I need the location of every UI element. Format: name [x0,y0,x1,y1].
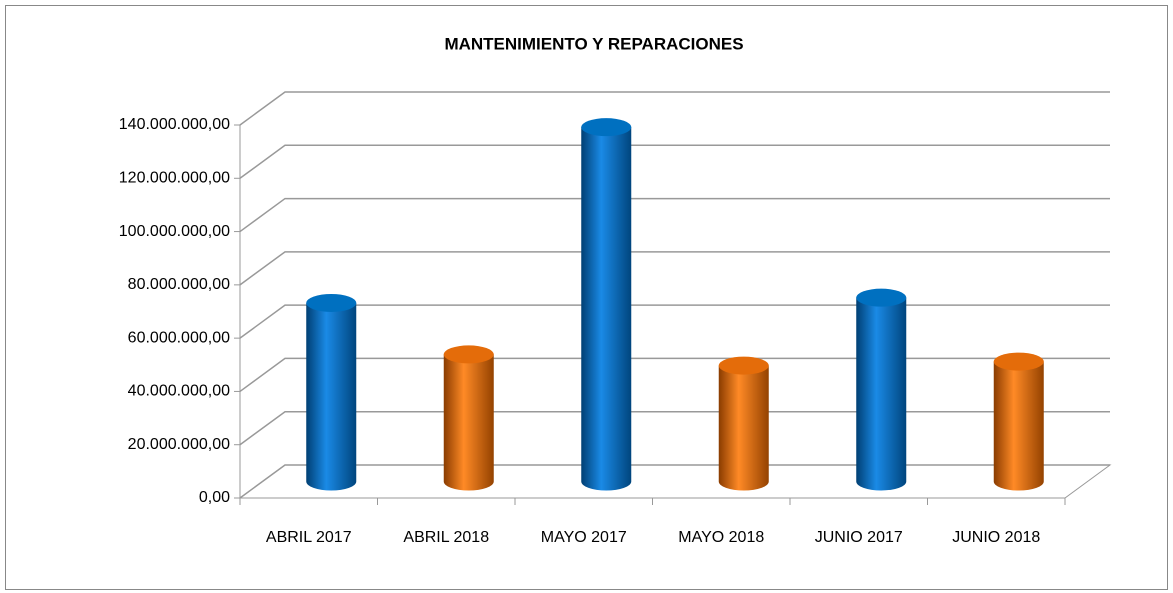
grid-line [239,304,1110,339]
y-tick-label: 120.000.000,00 [119,170,230,187]
x-tick-label: MAYO 2018 [678,529,764,546]
y-tick-label: 140.000.000,00 [119,116,230,133]
bar-body [581,127,632,491]
grid-line [239,410,1110,446]
grid-line [239,464,1110,499]
bar-top [581,118,632,137]
grid-line [239,357,1110,393]
bar-body [443,354,494,491]
bar-body [718,365,769,491]
bar-body [856,297,907,491]
x-tick-label: JUNIO 2017 [815,529,903,546]
x-tick-label: MAYO 2017 [541,529,627,546]
bar-body [993,361,1044,491]
grid-line [239,197,1110,233]
y-tick-label: 0,00 [199,489,230,506]
bar [443,345,494,491]
x-tick-label: ABRIL 2018 [403,529,489,546]
y-tick-label: 40.000.000,00 [128,383,230,400]
x-tick-label: JUNIO 2018 [952,529,1040,546]
bar [856,288,907,491]
y-tick-label: 60.000.000,00 [128,329,230,346]
chart-title: MANTENIMIENTO Y REPARACIONES [444,34,743,53]
bar-top [856,288,907,307]
bar [993,352,1044,491]
grid-line [239,144,1110,179]
bar [581,118,632,491]
y-tick-label: 80.000.000,00 [128,276,230,293]
bar-body [306,302,357,491]
x-tick-label: ABRIL 2017 [266,529,352,546]
grid-line [239,91,1110,126]
grid-line [239,251,1110,286]
y-tick-label: 20.000.000,00 [128,436,230,453]
y-tick-label: 100.000.000,00 [119,223,230,240]
bar-top [306,293,357,312]
bar-top [718,356,769,375]
bar-top [993,352,1044,371]
bar-top [443,345,494,364]
bar [306,293,357,491]
bar [718,356,769,491]
